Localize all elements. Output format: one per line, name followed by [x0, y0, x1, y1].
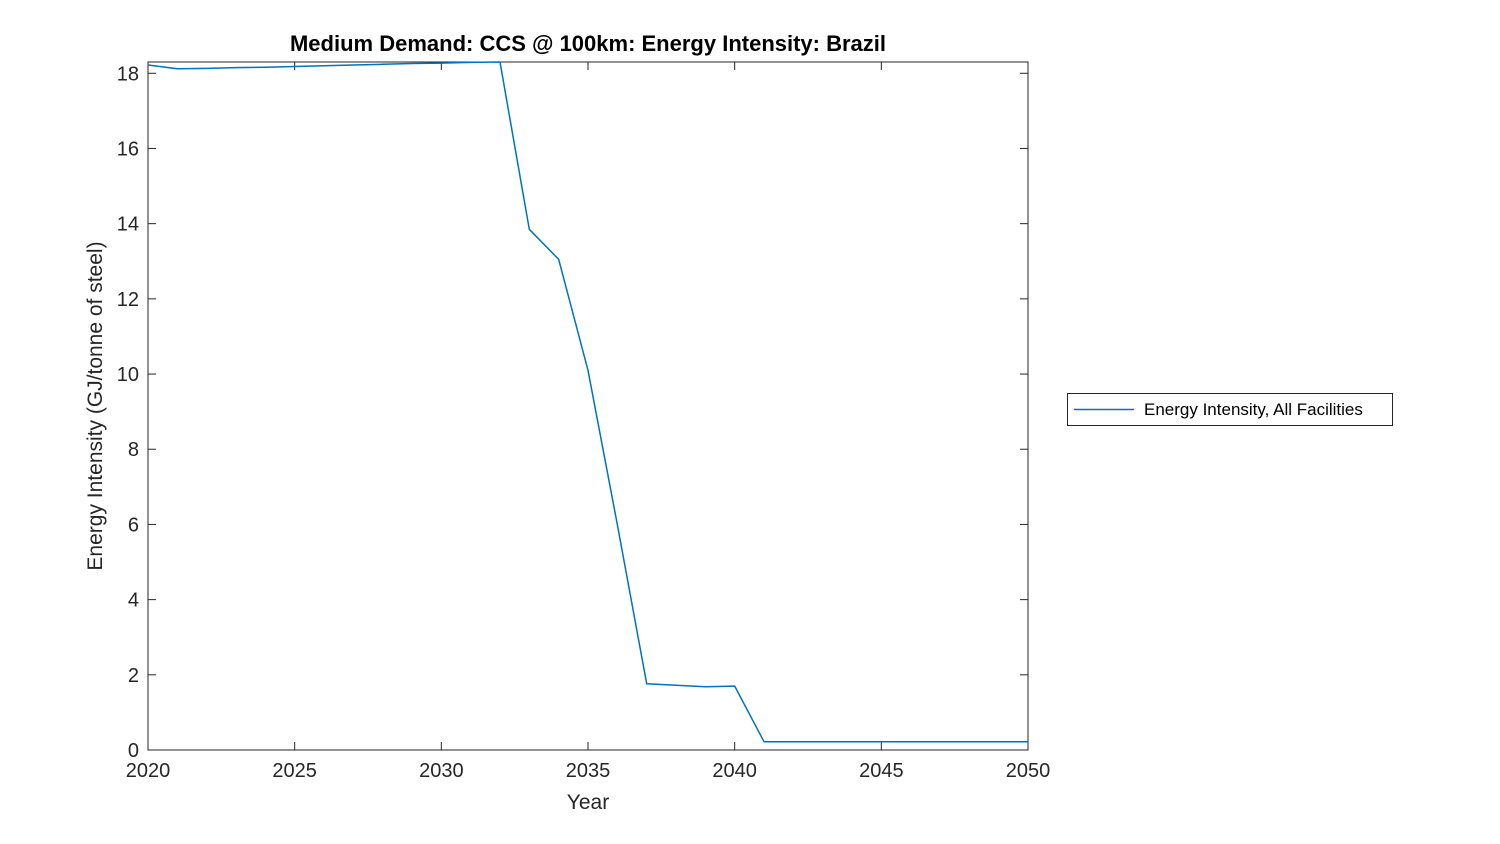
y-tick-label: 16 [117, 138, 139, 160]
x-tick-label: 2050 [1006, 760, 1051, 782]
x-tick-label: 2030 [419, 760, 464, 782]
series-line [147, 61, 1028, 743]
chart-title: Medium Demand: CCS @ 100km: Energy Inten… [289, 31, 887, 56]
y-tick-label: 0 [128, 740, 139, 762]
y-tick-label: 8 [128, 439, 139, 461]
axes-box [147, 61, 1029, 751]
x-tick-label: 2045 [859, 760, 904, 782]
legend-line-sample [1074, 408, 1134, 411]
legend-entry-label: Energy Intensity, All Facilities [1144, 399, 1363, 419]
x-tick-label: 2040 [712, 760, 757, 782]
y-tick-label: 2 [128, 665, 139, 687]
legend: Energy Intensity, All Facilities [1067, 393, 1393, 426]
x-axis-label: Year [566, 791, 610, 814]
x-tick-label: 2020 [126, 760, 171, 782]
y-tick-label: 14 [117, 214, 139, 236]
y-tick-label: 10 [117, 364, 139, 386]
x-tick-label: 2025 [272, 760, 317, 782]
y-tick-label: 12 [117, 289, 139, 311]
y-tick-label: 6 [128, 514, 139, 536]
x-tick-label: 2035 [566, 760, 611, 782]
y-tick-label: 4 [128, 590, 139, 612]
y-tick-label: 18 [117, 63, 139, 85]
